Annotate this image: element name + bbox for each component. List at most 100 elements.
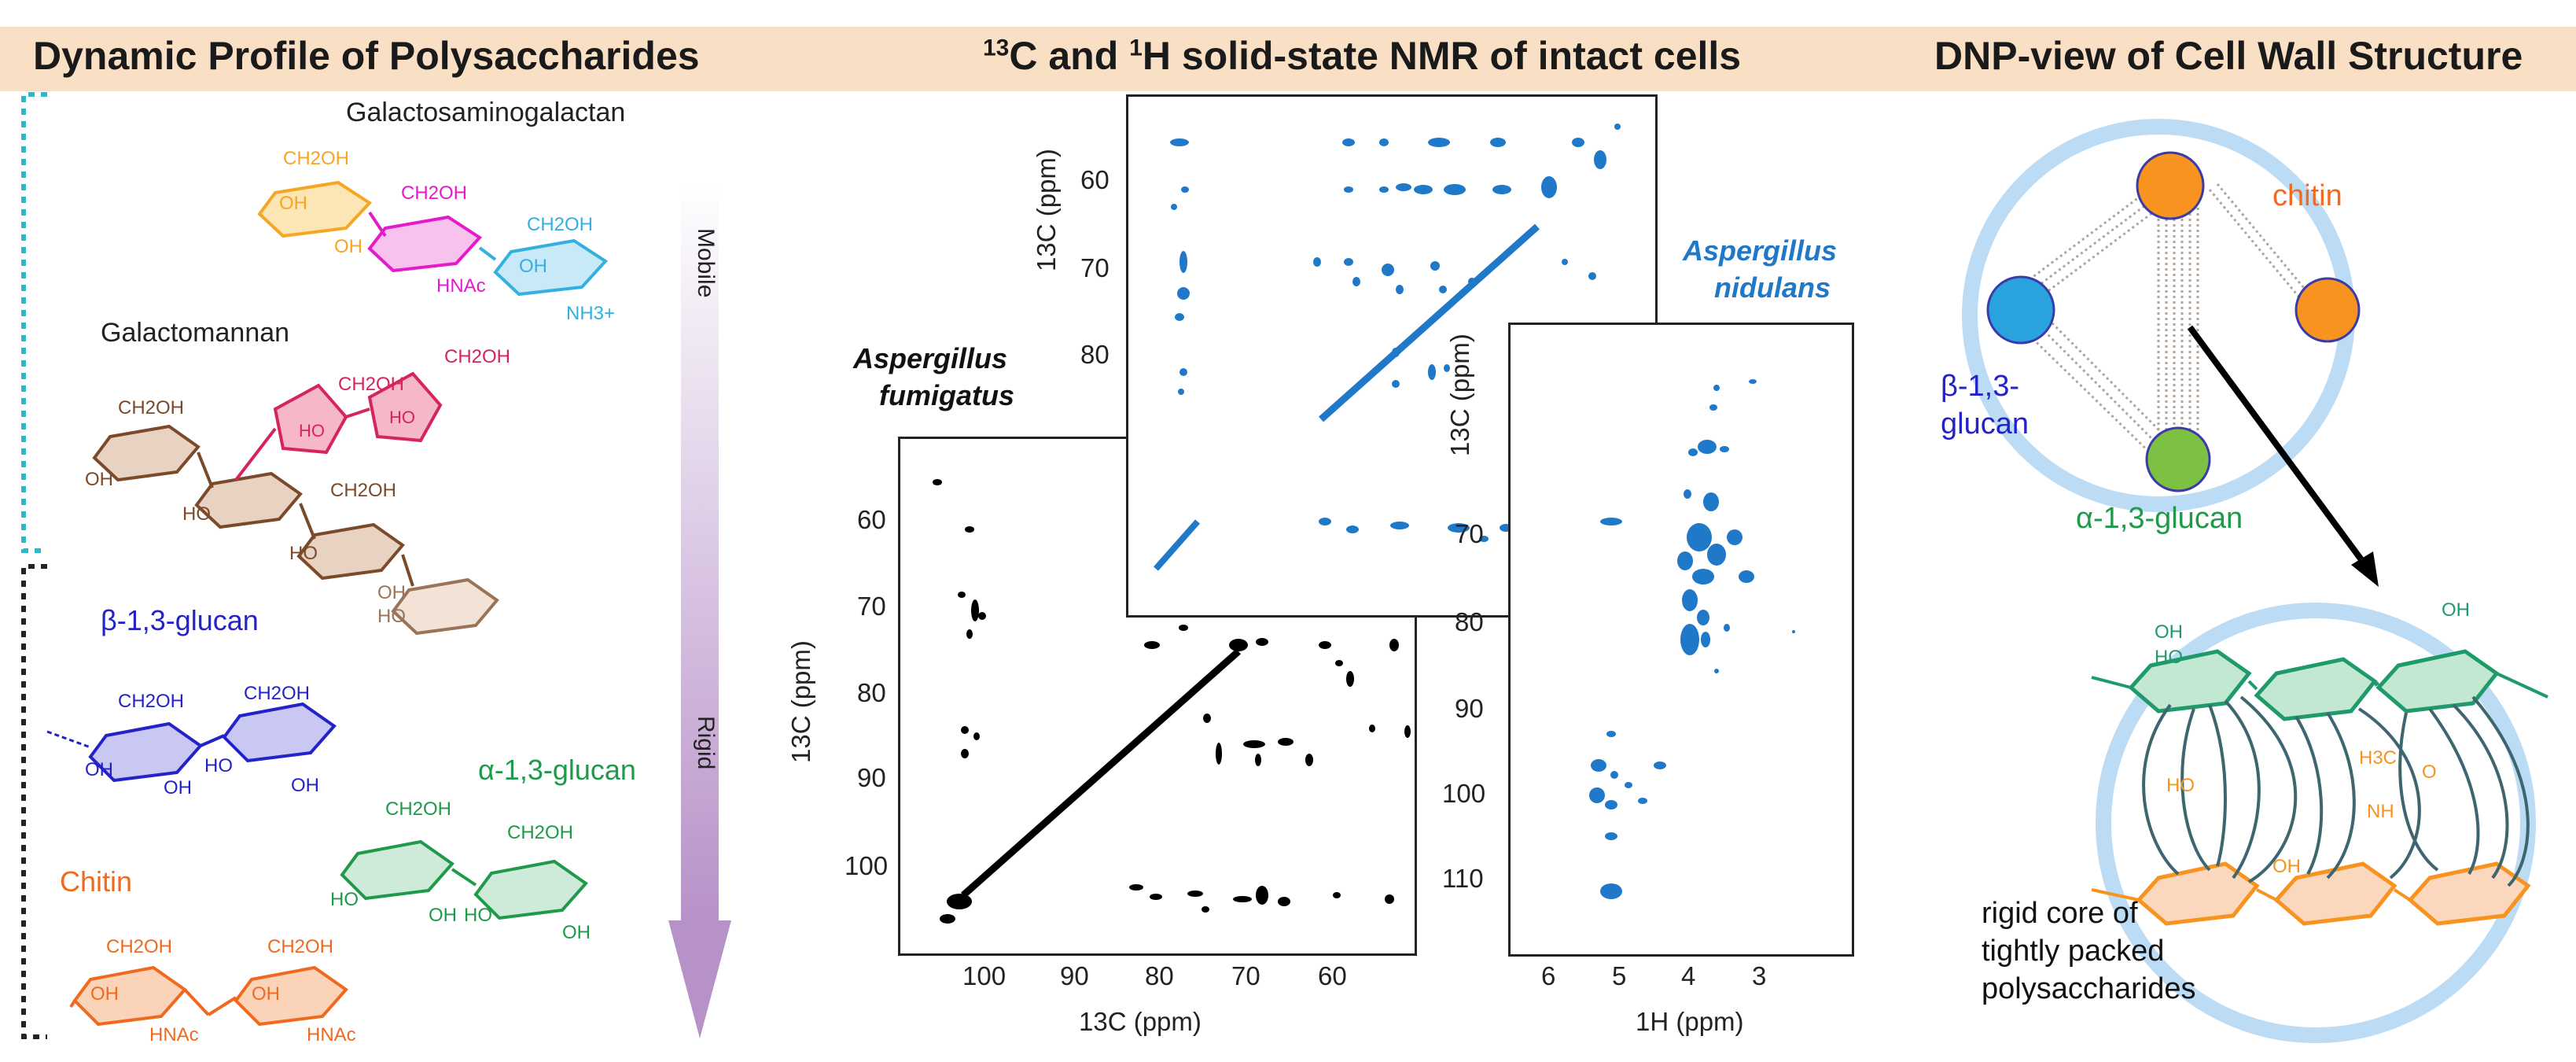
alpha-glucan-sugar-1: [340, 839, 454, 901]
gm-ho-5: HO: [389, 407, 415, 427]
rigid-core-line-3: polysaccharides: [1982, 972, 2196, 1005]
chitin-oh-1: OH: [90, 983, 119, 1005]
alpha-ho-2: HO: [464, 905, 492, 926]
alpha-ch2oh-2: CH2OH: [507, 822, 574, 843]
mobility-arrow-shaft: [681, 181, 719, 920]
fum-x-tick: 80: [1145, 961, 1174, 990]
gm-oh-1: OH: [85, 469, 113, 490]
nid-y-axis-label: 13C (ppm): [1445, 334, 1474, 456]
dnp-green-ring-3: [2375, 649, 2500, 714]
gm-ho-1: HO: [182, 503, 211, 525]
gm-ho-3: HO: [377, 606, 406, 627]
fum-y-tick: 70: [857, 592, 886, 621]
fumigatus-peaks: [933, 479, 1411, 924]
alpha-glucan-sugar-2: [473, 859, 588, 920]
fum-x-tick: 60: [1318, 961, 1347, 990]
mobile-bracket: [21, 92, 47, 553]
gag-oh-3: OH: [519, 256, 547, 277]
gag-sugar-2: [367, 215, 483, 273]
gm-ho-2: HO: [289, 543, 318, 564]
gag-hnac: HNAc: [436, 275, 486, 297]
dnp-o: O: [2422, 761, 2437, 783]
fum-y-tick: 60: [857, 505, 886, 534]
rigid-label: Rigid: [693, 716, 719, 770]
chitin-hnac-2: HNAc: [307, 1024, 356, 1045]
beta-glucan-node: [1986, 275, 2055, 345]
nid-y-tick: 80: [1455, 607, 1484, 636]
nid-x-tick: 3: [1752, 961, 1767, 990]
zoom-arrow-head: [2351, 551, 2379, 587]
sup-13: 13: [983, 35, 1010, 61]
dnp-chitin-label: chitin: [2272, 179, 2342, 212]
nidulans-peaks: [1589, 379, 1795, 899]
sup-1: 1: [1129, 35, 1143, 61]
gag-sugar-1: [257, 180, 373, 238]
gm-ch2oh-1: CH2OH: [118, 397, 185, 419]
dnp-ho-2: HO: [2166, 775, 2195, 796]
chitin-ch2oh-1: CH2OH: [106, 936, 173, 957]
mobility-arrow-head: [668, 920, 731, 1038]
alpha-glucan-node: [2145, 426, 2211, 492]
beta-glucan-label: β-1,3-glucan: [101, 604, 259, 636]
header-band: [0, 27, 2576, 91]
gm-label: Galactomannan: [101, 318, 290, 348]
nid-y-tick: 90: [1455, 694, 1484, 723]
gag-oh-2: OH: [334, 236, 362, 257]
dnp-orange-ring-1: [2136, 861, 2260, 926]
gm-galf-1: [273, 383, 348, 455]
alpha-ch2oh-1: CH2OH: [385, 798, 452, 820]
center-panel-title: 13C and 1H solid-state NMR of intact cel…: [983, 33, 1741, 79]
gag-sugar-3: [493, 238, 609, 297]
chitin-label: Chitin: [60, 865, 133, 898]
gag-nh3: NH3+: [566, 303, 616, 324]
rigid-core-line-1: rigid core of: [1982, 897, 2138, 930]
gm-sugar-1: [92, 424, 201, 482]
gm-ch2oh-4: CH2OH: [444, 346, 511, 367]
gm-sugar-2: [194, 471, 303, 529]
nid-x-tick: 6: [1541, 961, 1556, 990]
fumigatus-label-1: Aspergillus: [853, 342, 1008, 374]
dnp-oh-3: OH: [2272, 856, 2301, 877]
nidulans-label-1: Aspergillus: [1683, 234, 1838, 267]
beta-ch2oh-2: CH2OH: [244, 683, 311, 704]
beta-oh-2: OH: [164, 777, 192, 798]
right-panel-title: DNP-view of Cell Wall Structure: [1934, 34, 2523, 78]
gm-ch2oh-3: CH2OH: [338, 374, 405, 395]
beta-oh-1: OH: [85, 759, 113, 780]
dnp-oh-1: OH: [2155, 621, 2183, 643]
nid-y-tick: 100: [1442, 779, 1486, 808]
zoom-arrow: [2187, 325, 2370, 570]
gm-ho-4: HO: [299, 421, 325, 441]
chitin-ch2oh-2: CH2OH: [267, 936, 334, 957]
chitin-oh-2: OH: [252, 983, 280, 1005]
fum-y-tick: 90: [857, 763, 886, 792]
nid-y-tick: 110: [1442, 864, 1484, 893]
gag-label: Galactosaminogalactan: [346, 98, 626, 127]
fum-x-axis-label: 13C (ppm): [1079, 1007, 1202, 1036]
gag-oh-1: OH: [279, 193, 307, 214]
fum-x-tick: 90: [1060, 961, 1089, 990]
chitin-sugar-2: [234, 965, 348, 1027]
dnp-beta-label-2: glucan: [1941, 407, 2029, 441]
dnp-oh-2: OH: [2442, 599, 2470, 621]
rigid-bracket: [21, 564, 47, 1039]
nid-x-tick: 5: [1612, 961, 1627, 990]
gm-sugar-3: [296, 522, 405, 581]
beta-ch2oh-1: CH2OH: [118, 691, 185, 712]
rigid-core-line-2: tightly packed: [1982, 935, 2165, 968]
dnp-h3c: H3C: [2359, 747, 2398, 769]
beta-glucan-sugar-2: [222, 702, 337, 763]
gm-oh-2: OH: [377, 582, 406, 603]
fumigatus-label-2: fumigatus: [879, 379, 1015, 411]
alpha-glucan-label: α-1,3-glucan: [478, 754, 636, 786]
gag-ch2oh-2: CH2OH: [401, 183, 468, 204]
inset-y-axis-label: 13C (ppm): [1032, 149, 1061, 271]
nid-y-tick: 70: [1455, 519, 1484, 548]
dnp-ho-1: HO: [2155, 647, 2183, 668]
alpha-oh-2: OH: [562, 922, 591, 943]
nid-x-axis-label: 1H (ppm): [1636, 1007, 1744, 1036]
beta-oh-3: OH: [291, 775, 319, 796]
title-part-2: H solid-state NMR of intact cells: [1142, 34, 1742, 78]
inset-y-tick: 60: [1080, 165, 1110, 194]
inset-y-tick: 80: [1080, 340, 1110, 369]
